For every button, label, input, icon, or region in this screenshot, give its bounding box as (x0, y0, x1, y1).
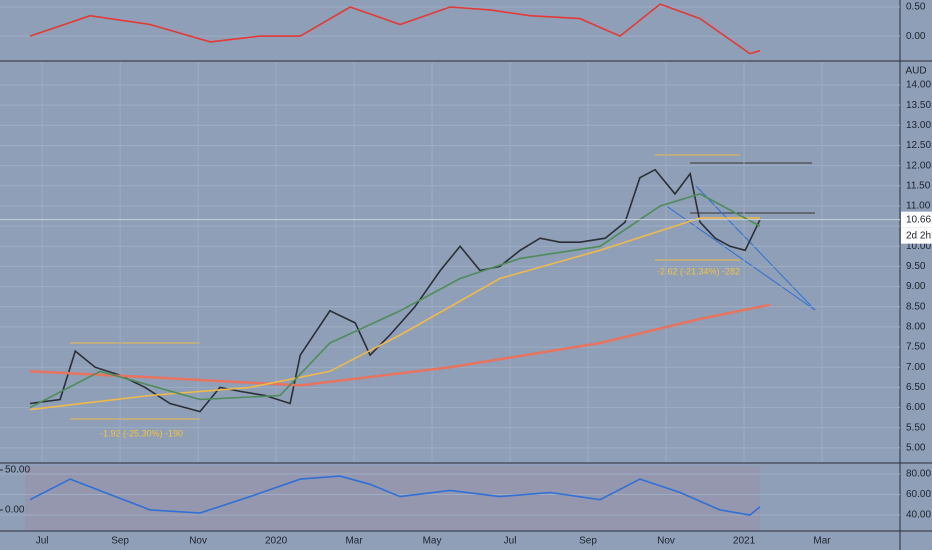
y-tick-label: 14.00 (906, 80, 931, 91)
y-tick-label: 9.50 (906, 261, 926, 272)
x-tick-label: Sep (111, 536, 129, 547)
y-tick-label: 40.00 (906, 510, 931, 521)
annotation: -1.92 (-25.30%) -190 (100, 428, 183, 438)
countdown-label: 2d 2h (906, 230, 931, 241)
series-line (29, 168, 761, 413)
y-tick-label: 12.00 (906, 160, 931, 171)
x-tick-label: Mar (345, 536, 363, 547)
y-tick-label: 60.00 (906, 489, 931, 500)
series-line (29, 303, 771, 387)
y-tick-label: 8.50 (906, 301, 926, 312)
x-tick-label: Jul (36, 536, 49, 547)
annotation: -2.62 (-21.34%) -282 (657, 266, 740, 276)
x-tick-label: May (423, 536, 442, 547)
last-price-box (901, 211, 932, 228)
x-tick-label: Nov (657, 536, 675, 547)
y-tick-label: 11.00 (906, 201, 931, 212)
y-tick-label: 6.50 (906, 382, 926, 393)
background-zones (25, 466, 760, 530)
series-line (29, 217, 760, 411)
y2-tick-label: 50.00 (5, 465, 30, 476)
y-tick-label: 0.50 (906, 2, 926, 13)
y-tick-label: 12.50 (906, 140, 931, 151)
y-tick-label: 6.00 (906, 402, 926, 413)
countdown-box (901, 227, 932, 244)
trend-line (664, 204, 816, 311)
x-tick-label: 2021 (733, 536, 756, 547)
series-line (29, 475, 761, 516)
x-tick-label: Jul (504, 536, 517, 547)
y-tick-label: 9.00 (906, 281, 926, 292)
y-tick-label: 7.00 (906, 362, 926, 373)
x-tick-label: 2020 (265, 536, 288, 547)
x-tick-label: Nov (189, 536, 207, 547)
y2-tick-label: 0.00 (5, 505, 25, 516)
x-tick-label: Mar (813, 536, 831, 547)
y-tick-label: 5.00 (906, 443, 926, 454)
y-tick-label: 8.00 (906, 322, 926, 333)
y-tick-label: 5.50 (906, 422, 926, 433)
y-tick-label: 13.50 (906, 100, 931, 111)
y-tick-label: 10.00 (906, 241, 931, 252)
y-tick-label: 7.50 (906, 342, 926, 353)
x-tick-label: Sep (579, 536, 597, 547)
last-price-label: 10.66 (906, 214, 931, 225)
y-tick-label: 11.50 (906, 180, 931, 191)
y-tick-label: 13.00 (906, 120, 931, 131)
y-tick-label: 80.00 (906, 469, 931, 480)
series-line (29, 3, 761, 55)
series-line (29, 193, 761, 409)
y-tick-label: 0.00 (906, 31, 926, 42)
currency-label: AUD (905, 66, 926, 77)
